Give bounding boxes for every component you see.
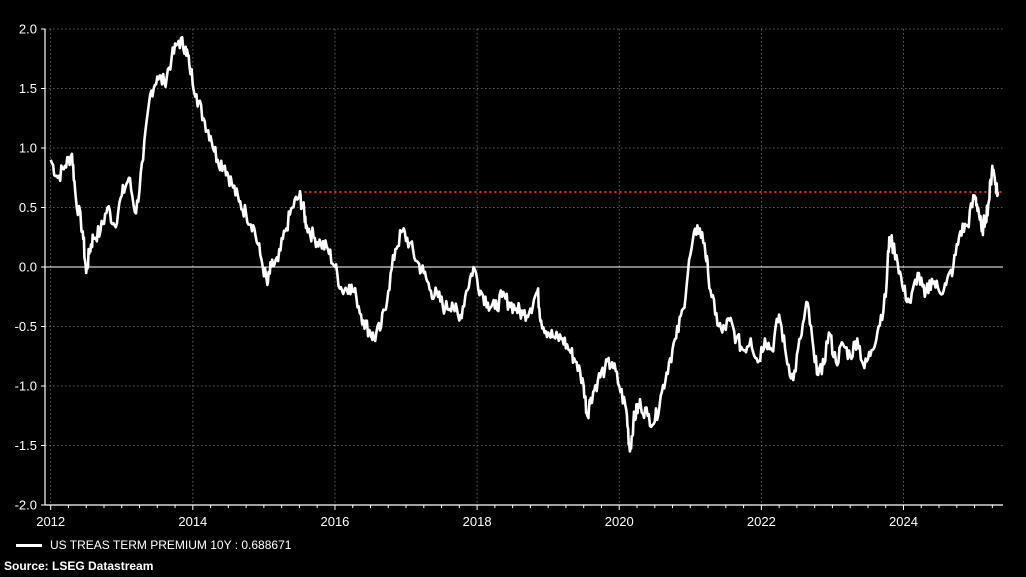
y-tick-label: 1.0 (19, 141, 37, 156)
legend: US TREAS TERM PREMIUM 10Y : 0.688671 (16, 537, 291, 553)
x-tick-label: 2014 (178, 514, 207, 529)
y-tick-label: -2.0 (15, 498, 37, 513)
x-tick-label: 2024 (889, 514, 918, 529)
x-tick-label: 2022 (747, 514, 776, 529)
series-line-term-premium (49, 36, 1000, 453)
axis-layer (41, 28, 1003, 510)
source-note: Source: LSEG Datastream (4, 559, 154, 573)
y-tick-label: 2.0 (19, 22, 37, 37)
y-tick-label: 0.5 (19, 200, 37, 215)
grid-layer (45, 28, 1003, 506)
series-layer (49, 36, 1000, 453)
x-tick-label: 2018 (463, 514, 492, 529)
x-tick-label: 2020 (605, 514, 634, 529)
x-tick-label: 2012 (36, 514, 65, 529)
legend-label: US TREAS TERM PREMIUM 10Y : 0.688671 (50, 538, 292, 552)
y-tick-label: -1.5 (15, 438, 37, 453)
y-tick-label: 0.0 (19, 260, 37, 275)
y-tick-label: -1.0 (15, 379, 37, 394)
y-tick-label: 1.5 (19, 81, 37, 96)
legend-swatch (16, 543, 42, 547)
tick-label-layer: -2.0 -1.5 -1.0 -0.5 0.0 0.5 1.0 1.5 2.0 2012 2014 2… (15, 22, 918, 530)
x-tick-label: 2016 (320, 514, 349, 529)
y-tick-label: -0.5 (15, 319, 37, 334)
